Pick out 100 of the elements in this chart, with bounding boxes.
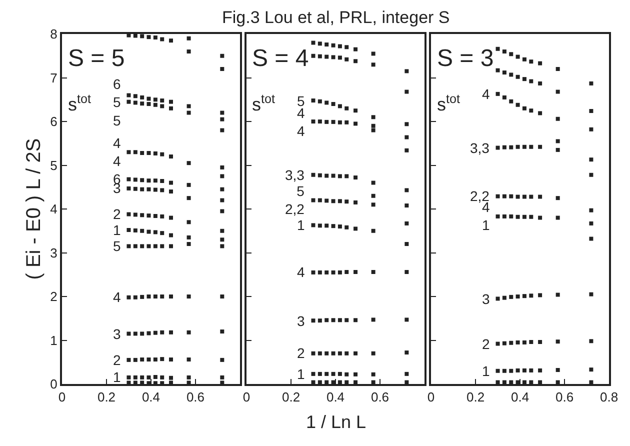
point [146, 151, 151, 155]
point [404, 204, 409, 208]
point [160, 330, 164, 334]
point [529, 340, 534, 344]
point [186, 235, 191, 240]
point [318, 380, 322, 384]
point [404, 135, 409, 140]
point [338, 56, 342, 60]
point [126, 100, 131, 104]
point [311, 172, 316, 177]
point [371, 194, 376, 198]
point [160, 375, 164, 380]
point [311, 380, 316, 384]
point [133, 375, 138, 380]
annotation: 3,3 [285, 167, 305, 183]
point [324, 198, 329, 203]
point [502, 95, 506, 100]
point [516, 194, 520, 199]
point [344, 106, 349, 110]
point [160, 214, 164, 218]
point [186, 294, 191, 298]
point [140, 95, 144, 100]
point [324, 270, 329, 274]
point [318, 224, 322, 228]
point [538, 111, 542, 116]
point [133, 178, 138, 182]
point [502, 70, 506, 74]
point [371, 202, 376, 207]
point [354, 380, 358, 384]
point [496, 296, 500, 301]
point [371, 380, 376, 384]
point [133, 94, 138, 98]
point [140, 375, 144, 380]
point [371, 318, 376, 322]
point [354, 372, 358, 376]
point [140, 228, 144, 233]
point [338, 44, 342, 48]
point [318, 120, 322, 124]
point [160, 381, 164, 384]
point [338, 120, 342, 124]
point [220, 117, 224, 122]
point [318, 42, 322, 46]
point [331, 372, 336, 376]
point [126, 228, 131, 232]
point [140, 187, 144, 192]
point [529, 60, 534, 64]
point [324, 318, 329, 322]
point [556, 216, 560, 220]
point [140, 358, 144, 362]
point [496, 68, 500, 72]
x-tick-label: 0.4 [326, 390, 345, 405]
point [186, 196, 191, 200]
point [146, 244, 151, 248]
point [516, 74, 520, 79]
chart-title: Fig.3 Lou et al, PRL, integer S [222, 8, 450, 27]
point [338, 199, 342, 204]
point [146, 331, 151, 336]
point [220, 375, 224, 380]
point [338, 372, 342, 376]
point [186, 330, 191, 334]
y-tick-label: 6 [50, 114, 58, 130]
point [529, 108, 534, 113]
annotation: 4 [297, 264, 305, 280]
annotation: s$^{tot}$ [252, 92, 276, 115]
point [338, 380, 342, 384]
point [516, 214, 520, 219]
point [140, 213, 144, 218]
annotation: 2 [113, 352, 121, 368]
annotation: 4 [113, 289, 121, 305]
point [220, 294, 224, 298]
point [169, 244, 173, 248]
point [126, 34, 131, 38]
point [509, 214, 514, 218]
point [354, 108, 358, 113]
point [331, 102, 336, 106]
point [344, 120, 349, 124]
point [522, 340, 526, 344]
point [311, 351, 316, 356]
annotation: 2 [482, 336, 490, 352]
point [153, 98, 158, 102]
annotation: 2,2 [470, 188, 490, 204]
point [522, 194, 526, 199]
point [318, 173, 322, 178]
point [324, 372, 329, 376]
point [160, 98, 164, 102]
y-tick-label: 4 [50, 202, 58, 217]
point [496, 92, 500, 96]
point [404, 148, 409, 152]
point [169, 154, 173, 158]
point [522, 77, 526, 82]
point [126, 186, 131, 190]
point [160, 357, 164, 362]
point [318, 99, 322, 104]
point [126, 212, 131, 216]
point [220, 174, 224, 178]
point [146, 294, 151, 298]
x-tick-label: 0.6 [186, 390, 205, 405]
point [338, 174, 342, 178]
point [140, 332, 144, 336]
point [371, 270, 376, 274]
